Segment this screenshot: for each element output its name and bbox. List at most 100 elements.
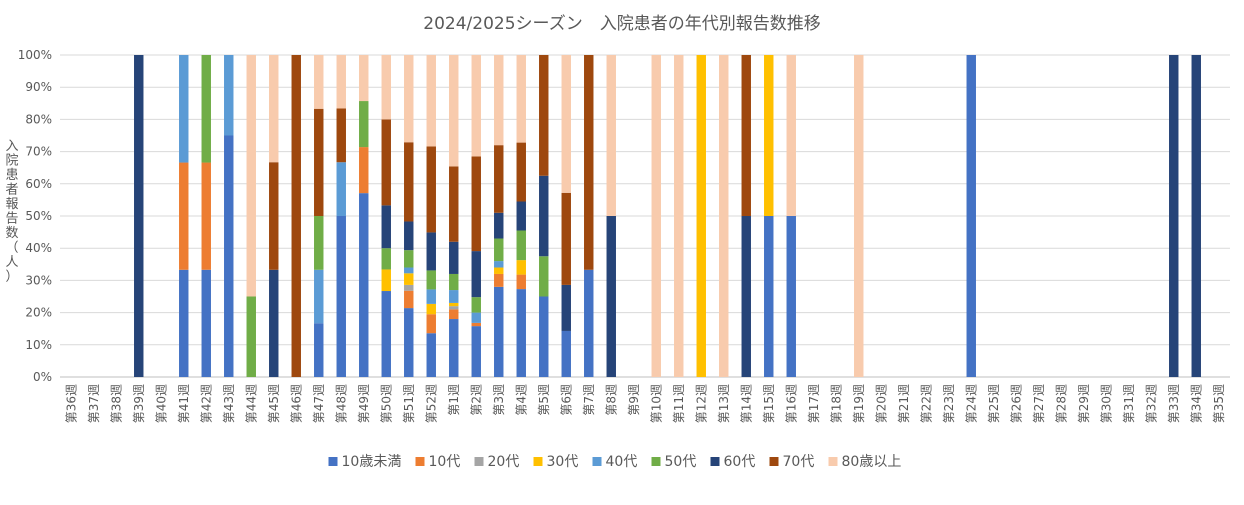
bar-segment: [449, 273, 459, 291]
bar-segment: [471, 55, 481, 157]
x-tick-label: 第33週: [1167, 384, 1181, 423]
legend-swatch: [328, 457, 338, 466]
bar-segment: [539, 256, 549, 297]
bar-segment: [314, 108, 324, 216]
bar-segment: [404, 284, 414, 291]
bar-segment: [134, 55, 144, 377]
bar-segment: [471, 251, 481, 298]
legend-swatch: [415, 457, 425, 466]
x-tick-label: 第13週: [717, 384, 731, 423]
bar-segment: [516, 142, 526, 202]
bar-segment: [336, 162, 346, 216]
x-tick-label: 第6週: [559, 384, 573, 416]
y-tick-label: 0%: [33, 370, 52, 384]
bar-segment: [201, 55, 211, 163]
x-tick-label: 第9週: [627, 384, 641, 416]
y-tick-label: 80%: [25, 112, 52, 126]
bar-segment: [426, 232, 436, 271]
bar-segment: [539, 55, 549, 176]
bar-segment: [516, 55, 526, 143]
y-tick-label: 20%: [25, 306, 52, 320]
bar-segment: [404, 221, 414, 251]
y-tick-label: 90%: [25, 80, 52, 94]
x-tick-label: 第7週: [582, 384, 596, 416]
x-tick-label: 第37週: [87, 384, 101, 423]
legend-label: 30代: [547, 454, 579, 470]
bar-segment: [854, 55, 864, 377]
bar-segment: [561, 284, 571, 331]
legend-label: 10歳未満: [342, 454, 402, 470]
x-tick-label: 第16週: [784, 384, 798, 423]
bar-segment: [764, 216, 774, 377]
bar-segment: [516, 201, 526, 231]
bar-segment: [606, 55, 616, 216]
bar-segment: [471, 322, 481, 327]
y-tick-label: 60%: [25, 177, 52, 191]
y-axis-label: 入院患者報告数（人）: [5, 139, 18, 285]
x-tick-label: 第35週: [1212, 384, 1226, 423]
y-tick-label: 10%: [25, 338, 52, 352]
y-tick-label: 70%: [25, 145, 52, 159]
bar-segment: [291, 55, 301, 377]
bar-segment: [471, 156, 481, 252]
bar-segment: [584, 269, 594, 377]
bar-segment: [426, 146, 436, 233]
x-tick-label: 第36週: [64, 384, 78, 423]
bar-segment: [741, 55, 751, 216]
legend-label: 70代: [783, 454, 815, 470]
x-tick-label: 第39週: [132, 384, 146, 423]
bar-segment: [471, 297, 481, 313]
bar-segment: [449, 241, 459, 274]
bar-segment: [201, 269, 211, 377]
bar-segment: [404, 142, 414, 222]
x-tick-label: 第46週: [289, 384, 303, 423]
bar-segment: [381, 119, 391, 206]
legend-label: 40代: [606, 454, 638, 470]
x-tick-label: 第43週: [222, 384, 236, 423]
x-tick-label: 第40週: [154, 384, 168, 423]
bar-segment: [449, 319, 459, 377]
bar-segment: [494, 55, 504, 146]
bar-segment: [314, 216, 324, 270]
bar-segment: [449, 306, 459, 310]
x-tick-label: 第4週: [514, 384, 528, 416]
bar-segment: [584, 55, 594, 270]
bar-segment: [426, 55, 436, 147]
bar-segment: [426, 333, 436, 377]
x-tick-labels: 第36週 第37週 第38週 第39週 第40週 第41週 第42週 第43週 第44週 第45週…: [64, 384, 1226, 423]
bar-segment: [224, 135, 234, 377]
x-tick-label: 第28週: [1054, 384, 1068, 423]
bar-segment: [651, 55, 661, 377]
bar-segment: [449, 55, 459, 167]
bar-segment: [179, 55, 189, 163]
bar-segment: [426, 289, 436, 304]
x-tick-label: 第12週: [694, 384, 708, 423]
legend-swatch: [828, 457, 838, 466]
bar-segment: [966, 55, 976, 377]
bar-segment: [336, 55, 346, 109]
bar-segment: [494, 273, 504, 287]
bar-segment: [314, 323, 324, 377]
x-tick-label: 第41週: [177, 384, 191, 423]
x-tick-label: 第51週: [402, 384, 416, 423]
bar-segment: [201, 162, 211, 270]
bar-segment: [404, 273, 414, 285]
legend-swatch: [710, 457, 720, 466]
bar-segment: [246, 296, 256, 377]
legend-swatch: [651, 457, 661, 466]
x-tick-label: 第42週: [199, 384, 213, 423]
bar-segment: [179, 269, 189, 377]
bar-segment: [449, 309, 459, 320]
bar-segment: [381, 248, 391, 270]
grid-lines: [60, 54, 1230, 378]
bar-segment: [471, 312, 481, 323]
bar-segment: [449, 166, 459, 242]
bar-segment: [269, 269, 279, 377]
bar-segment: [494, 267, 504, 274]
bar-segment: [606, 216, 616, 377]
bar-segment: [1169, 55, 1179, 377]
bar-segment: [359, 55, 369, 102]
x-tick-label: 第22週: [919, 384, 933, 423]
